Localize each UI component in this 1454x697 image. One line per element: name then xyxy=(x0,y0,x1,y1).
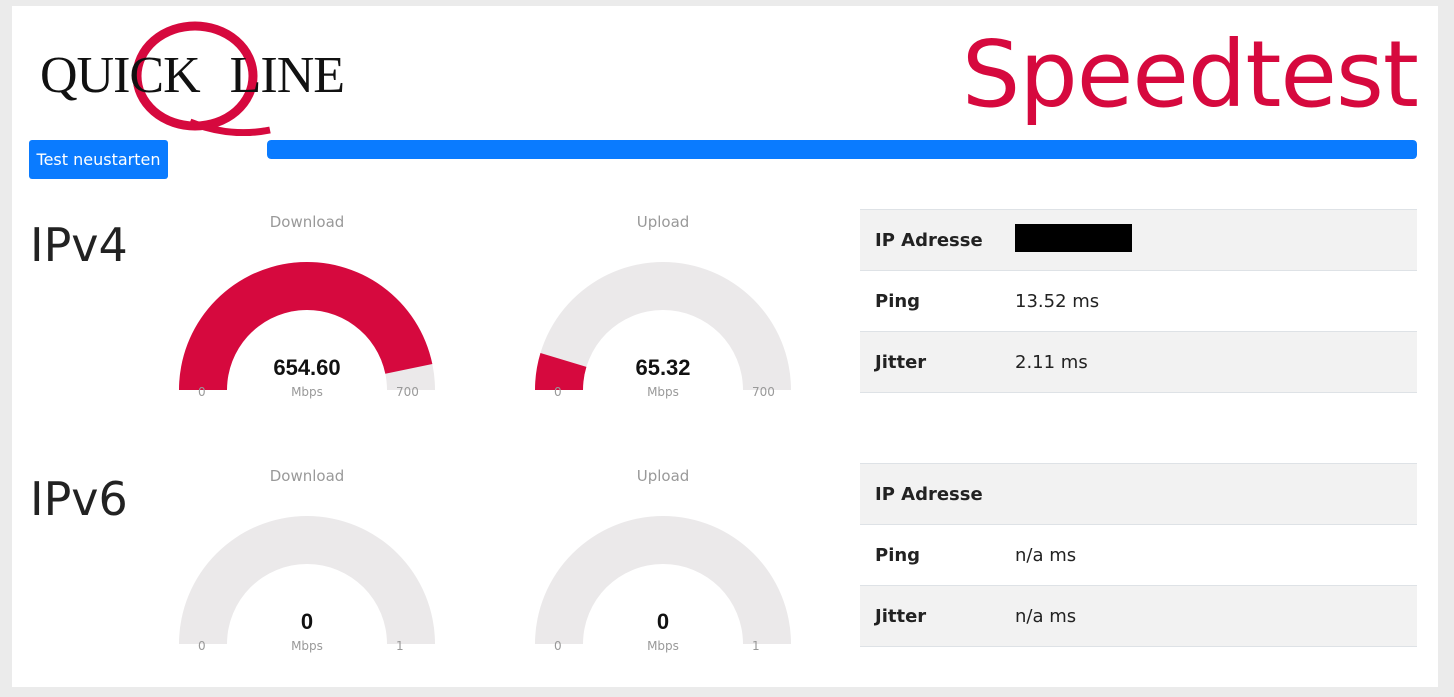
gauge-arc xyxy=(535,262,791,390)
gauge-value: 0 xyxy=(300,609,314,634)
gauge-title: Upload xyxy=(636,467,690,485)
ipv6-section: IPv6 Download 0 Mbps 0 1 Upload 0 Mbps 0… xyxy=(12,463,1438,683)
gauge-value: 65.32 xyxy=(635,355,691,380)
jitter-row: Jitter n/a ms xyxy=(860,586,1417,647)
gauge-arc xyxy=(179,262,435,390)
progress-bar-fill xyxy=(267,140,1417,159)
gauge-fill xyxy=(179,262,433,390)
gauge-unit: Mbps xyxy=(647,385,679,399)
logo-swoosh-icon xyxy=(132,21,271,136)
ipv6-label: IPv6 xyxy=(30,472,128,526)
gauge-min: 0 xyxy=(554,639,562,653)
ping-label: Ping xyxy=(875,544,921,566)
progress-bar xyxy=(267,140,1417,159)
restart-test-button[interactable]: Test neustarten xyxy=(29,140,168,179)
logo-text-line: LINE xyxy=(229,47,345,104)
gauge-min: 0 xyxy=(198,385,206,399)
jitter-row: Jitter 2.11 ms xyxy=(860,332,1417,393)
gauge-unit: Mbps xyxy=(291,639,323,653)
ipv4-label: IPv4 xyxy=(30,218,128,272)
ipv6-upload-gauge: Upload 0 Mbps 0 1 xyxy=(528,463,798,663)
jitter-value: n/a ms xyxy=(1015,605,1077,627)
ip-address-row: IP Adresse xyxy=(860,210,1417,271)
ping-row: Ping n/a ms xyxy=(860,525,1417,586)
gauge-max: 1 xyxy=(752,639,760,653)
gauge-max: 700 xyxy=(396,385,419,399)
gauge-arc xyxy=(179,516,435,644)
ping-row: Ping 13.52 ms xyxy=(860,271,1417,332)
ping-value: n/a ms xyxy=(1015,544,1077,566)
speedtest-page: QUICK LINE Speedtest Test neustarten IPv4… xyxy=(12,6,1438,687)
gauge-min: 0 xyxy=(554,385,562,399)
gauge-value: 654.60 xyxy=(273,355,341,380)
gauge-value: 0 xyxy=(656,609,670,634)
gauge-title: Upload xyxy=(636,213,690,231)
gauge-unit: Mbps xyxy=(291,385,323,399)
ipv6-info-table: IP Adresse Ping n/a ms Jitter n/a ms xyxy=(860,463,1417,647)
gauge-unit: Mbps xyxy=(647,639,679,653)
ping-value: 13.52 ms xyxy=(1015,290,1100,312)
gauge-title: Download xyxy=(269,467,345,485)
ipv4-download-gauge: Download 654.60 Mbps 0 700 xyxy=(172,209,442,409)
ping-label: Ping xyxy=(875,290,921,312)
jitter-value: 2.11 ms xyxy=(1015,351,1088,373)
ipv4-section: IPv4 Download 654.60 Mbps 0 700 Upload 6… xyxy=(12,209,1438,429)
ip-address-label: IP Adresse xyxy=(875,229,983,251)
ipv6-download-gauge: Download 0 Mbps 0 1 xyxy=(172,463,442,663)
gauge-arc xyxy=(535,516,791,644)
logo-wordmark: QUICK LINE xyxy=(40,47,345,104)
ip-address-value xyxy=(1015,223,1132,257)
logo-text-quick: QUICK xyxy=(40,47,201,104)
ipv4-upload-gauge: Upload 65.32 Mbps 0 700 xyxy=(528,209,798,409)
ip-address-label: IP Adresse xyxy=(875,483,983,505)
gauge-track xyxy=(535,516,791,644)
gauge-track xyxy=(535,262,791,390)
jitter-label: Jitter xyxy=(875,605,927,627)
redacted-ip-block xyxy=(1015,223,1132,252)
ip-address-row: IP Adresse xyxy=(860,464,1417,525)
gauge-max: 700 xyxy=(752,385,775,399)
gauge-min: 0 xyxy=(198,639,206,653)
ipv4-info-table: IP Adresse Ping 13.52 ms Jitter 2.11 ms xyxy=(860,209,1417,393)
gauge-title: Download xyxy=(269,213,345,231)
gauge-max: 1 xyxy=(396,639,404,653)
gauge-fill xyxy=(535,353,587,390)
quickline-logo: QUICK LINE xyxy=(40,18,350,136)
page-title: Speedtest xyxy=(961,21,1419,128)
gauge-track xyxy=(179,516,435,644)
jitter-label: Jitter xyxy=(875,351,927,373)
